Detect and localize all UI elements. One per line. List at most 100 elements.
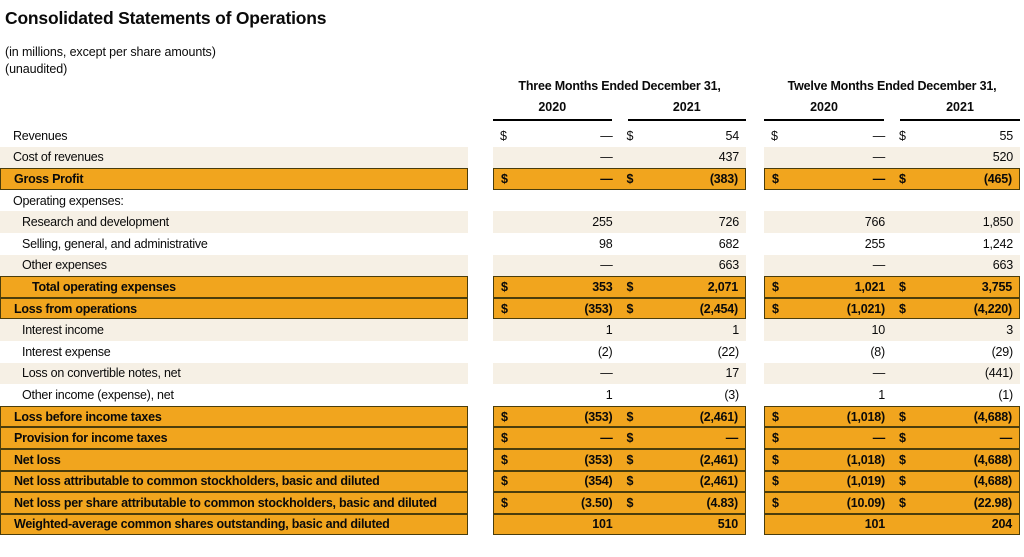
cell-value: 766 <box>864 215 885 230</box>
currency-symbol: $ <box>772 452 779 467</box>
cells-three-months: — 17 <box>493 362 746 385</box>
column-gap <box>468 190 493 212</box>
row-label: Weighted-average common shares outstandi… <box>14 517 390 532</box>
column-gap <box>468 341 493 363</box>
value-cell: $1,021 <box>765 280 892 294</box>
cells-three-months: 255 726 <box>493 211 746 233</box>
cells-three-months: $ — $54 <box>493 125 746 147</box>
column-gap <box>746 384 764 406</box>
currency-symbol: $ <box>626 431 634 446</box>
cell-value: (465) <box>983 171 1012 186</box>
column-gap <box>746 125 764 147</box>
value-cell: — <box>493 366 620 380</box>
currency-symbol: $ <box>899 301 906 316</box>
cells-three-months: $ (354) $ (2,461) <box>493 470 746 493</box>
currency-symbol: $ <box>899 409 906 424</box>
cells-three-months: $ (3.50) $ (4.83) <box>493 492 746 514</box>
currency-symbol: $ <box>501 495 508 510</box>
cell-value: 1,021 <box>854 279 885 294</box>
currency-symbol: $ <box>500 128 507 143</box>
row-label: Selling, general, and administrative <box>22 236 208 251</box>
cells-twelve-months: 255 1,242 <box>764 233 1020 255</box>
period-header-three-months: Three Months Ended December 31, 2020 202… <box>493 79 746 121</box>
value-cell: 255 <box>493 215 620 229</box>
value-cell: $ (10.09) <box>765 496 892 510</box>
value-cell: 1 <box>620 323 747 337</box>
currency-symbol: $ <box>626 409 634 424</box>
currency-symbol: $ <box>899 431 906 446</box>
row-label: Loss from operations <box>14 301 137 316</box>
value-cell: $ (383) <box>620 172 746 186</box>
value-cell: 726 <box>620 215 747 229</box>
column-gap <box>468 363 493 385</box>
cell-value: (22.98) <box>973 495 1012 510</box>
value-cell: 1 <box>493 388 620 402</box>
value-cell: 1,850 <box>892 215 1020 229</box>
statements-table: Three Months Ended December 31, 2020 202… <box>0 79 1024 536</box>
table-row: Cost of revenues — 437 — 520 <box>0 146 1024 169</box>
table-row: Net loss per share attributable to commo… <box>0 492 1024 514</box>
cells-twelve-months: $ (1,018) $ (4,688) <box>764 448 1020 471</box>
currency-symbol: $ <box>899 279 906 294</box>
value-cell: $ (2,461) <box>620 453 746 467</box>
currency-symbol: $ <box>501 452 508 467</box>
row-label-cell: Interest income <box>0 319 468 341</box>
value-cell: — <box>764 258 892 272</box>
cell-value: 101 <box>592 517 613 532</box>
column-gap <box>746 190 764 212</box>
cell-value: (1,018) <box>846 452 885 467</box>
cell-value: 1,242 <box>982 236 1013 251</box>
cell-value: (353) <box>584 409 613 424</box>
cell-value: 437 <box>718 150 739 165</box>
value-cell: $ — <box>764 129 892 143</box>
header-label-spacer <box>0 79 468 121</box>
currency-symbol: $ <box>899 171 906 186</box>
column-gap <box>746 427 764 449</box>
column-gap <box>746 255 764 277</box>
cell-value: 1,850 <box>982 215 1013 230</box>
value-cell: (1) <box>892 388 1020 402</box>
year-header-2021: 2021 <box>627 100 746 121</box>
row-label-cell: Cost of revenues <box>0 146 468 169</box>
cell-value: (3.50) <box>581 495 613 510</box>
column-gap <box>468 276 493 298</box>
value-cell: 204 <box>892 517 1019 531</box>
row-label-cell: Provision for income taxes <box>0 427 468 449</box>
table-row: Loss on convertible notes, net — 17 — (441) <box>0 362 1024 385</box>
year-header-2021: 2021 <box>900 100 1020 121</box>
value-cell: 766 <box>764 215 892 229</box>
value-cell: 682 <box>620 237 747 251</box>
row-label-cell: Total operating expenses <box>0 276 468 298</box>
cell-value: — <box>600 431 613 446</box>
cell-value: 204 <box>991 517 1012 532</box>
cell-value: (1,021) <box>846 301 885 316</box>
cell-value: 663 <box>992 258 1013 273</box>
cell-value: — <box>600 171 613 186</box>
cells-twelve-months <box>764 190 1020 212</box>
value-cell: — <box>493 258 620 272</box>
cell-value: — <box>872 431 886 446</box>
column-gap <box>746 276 764 298</box>
value-cell: — <box>764 150 892 164</box>
value-cell: 663 <box>892 258 1020 272</box>
cells-three-months: 98 682 <box>493 233 746 255</box>
cells-three-months: 101 510 <box>493 513 746 536</box>
subtitle-unaudited: (unaudited) <box>5 62 68 76</box>
currency-symbol: $ <box>899 474 906 489</box>
value-cell: $ (1,018) <box>765 453 892 467</box>
cell-value: 55 <box>999 128 1013 143</box>
row-label: Net loss per share attributable to commo… <box>14 495 437 510</box>
table-row: Weighted-average common shares outstandi… <box>0 513 1024 536</box>
period-header-twelve-months: Twelve Months Ended December 31, 2020 20… <box>764 79 1020 121</box>
column-gap <box>746 168 764 190</box>
cell-value: 520 <box>992 150 1013 165</box>
value-cell: 98 <box>493 237 620 251</box>
cells-twelve-months: 766 1,850 <box>764 211 1020 233</box>
row-label-cell: Other expenses <box>0 254 468 277</box>
row-label-cell: Operating expenses: <box>0 190 468 212</box>
cells-three-months: $ (353) $ (2,461) <box>493 448 746 471</box>
value-cell: $ (4,220) <box>892 302 1019 316</box>
row-label: Revenues <box>13 128 68 143</box>
cells-twelve-months: $ — $ (465) <box>764 168 1020 190</box>
table-row: Research and development 255 726 766 1,850 <box>0 211 1024 233</box>
